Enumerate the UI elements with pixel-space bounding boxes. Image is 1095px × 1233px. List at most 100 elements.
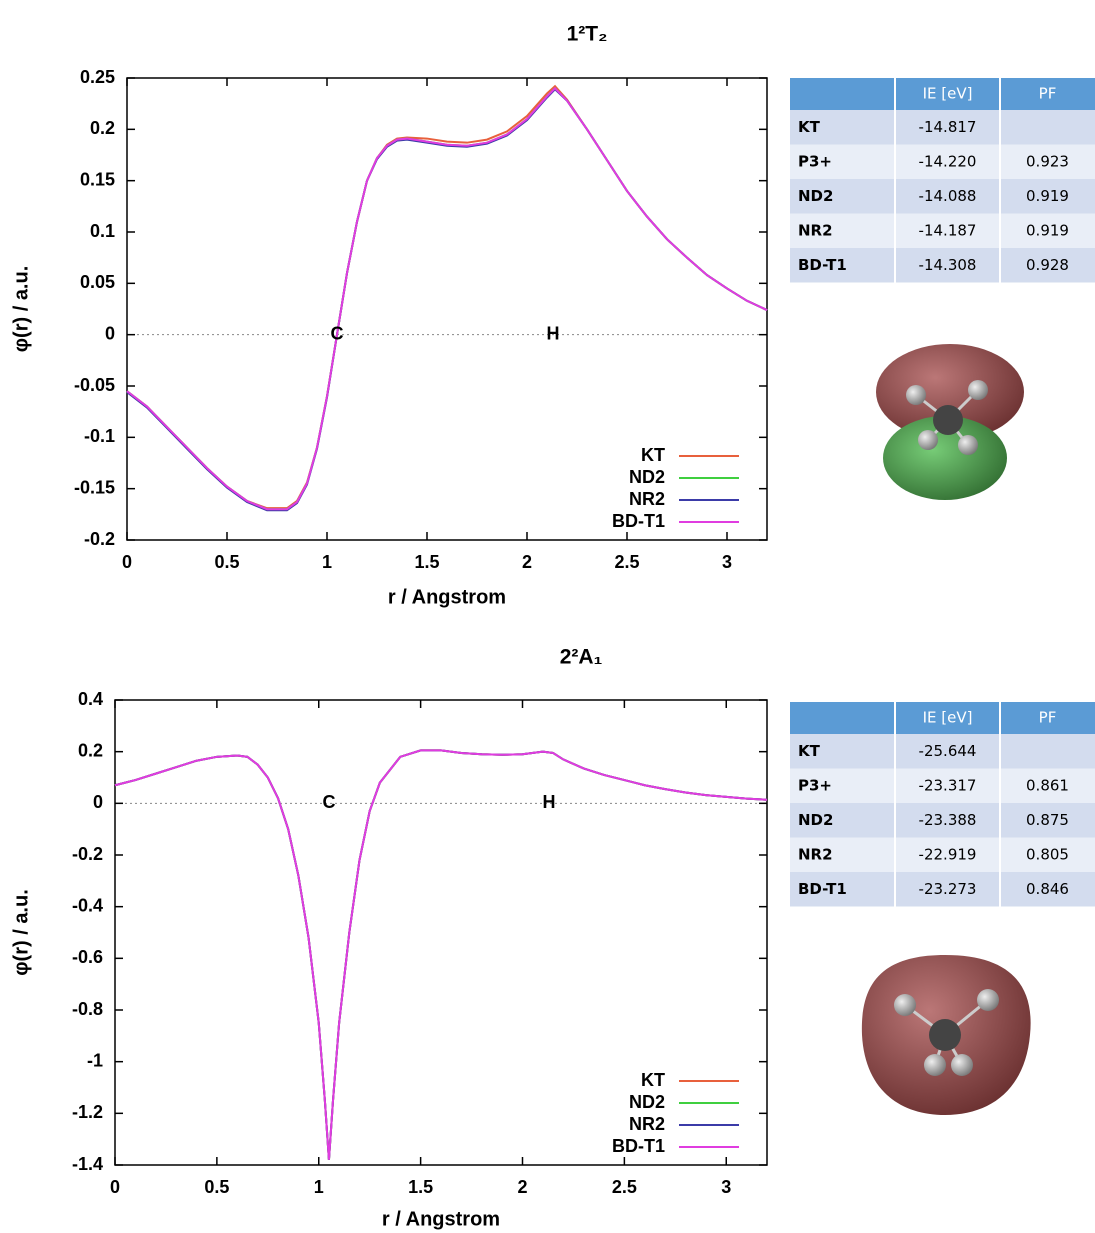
- legend-label: ND2: [629, 467, 665, 487]
- table-cell: -14.088: [919, 187, 977, 205]
- y-tick-label: -0.4: [72, 895, 103, 915]
- table-cell: -14.308: [919, 256, 977, 274]
- row-label: ND2: [798, 187, 833, 205]
- y-tick-label: -1.2: [72, 1102, 103, 1122]
- line-series: [115, 750, 767, 1159]
- x-axis-label: r / Angstrom: [388, 586, 506, 608]
- table-cell: -14.817: [919, 118, 977, 136]
- plot-frame: [127, 78, 767, 540]
- y-tick-label: -0.15: [74, 477, 115, 497]
- chart-title: 1²T₂: [567, 23, 608, 46]
- x-tick-label: 1: [322, 552, 332, 572]
- chart-title: 2²A₁: [560, 646, 603, 669]
- table-cell: 0.805: [1026, 845, 1069, 863]
- column-header: IE [eV]: [923, 85, 973, 103]
- x-tick-label: 0.5: [204, 1177, 229, 1197]
- x-tick-label: 1.5: [408, 1177, 433, 1197]
- table-cell: -25.644: [919, 742, 977, 760]
- row-label: KT: [798, 742, 821, 760]
- table: IE [eV] PF KT -14.817 P3+ -14.220 0.923 ND2 -14.…: [790, 78, 1095, 283]
- table-cell: 0.928: [1026, 256, 1069, 274]
- y-tick-label: 0.25: [80, 67, 115, 87]
- y-tick-label: -1: [87, 1050, 103, 1070]
- table-cell: -23.317: [919, 776, 977, 794]
- orbital-image-2: [862, 955, 1031, 1115]
- table: IE [eV] PF KT -25.644 P3+ -23.317 0.861 ND2 -23.…: [790, 702, 1095, 907]
- legend-label: NR2: [629, 489, 665, 509]
- y-tick-label: 0: [93, 792, 103, 812]
- legend-label: KT: [641, 1070, 665, 1090]
- orbital-image-1: [876, 344, 1024, 500]
- y-tick-label: -0.2: [72, 844, 103, 864]
- line-series: [115, 750, 767, 1159]
- y-tick-label: -0.6: [72, 947, 103, 967]
- row-label: NR2: [798, 845, 833, 863]
- line-series: [127, 86, 767, 508]
- row-label: P3+: [798, 152, 832, 170]
- y-tick-label: 0.2: [78, 740, 103, 760]
- x-tick-label: 1: [314, 1177, 324, 1197]
- legend-label: BD-T1: [612, 511, 665, 531]
- y-tick-label: 0.4: [78, 689, 103, 709]
- y-tick-label: -0.05: [74, 375, 115, 395]
- table-cell: -14.220: [919, 152, 977, 170]
- x-tick-label: 2.5: [612, 1177, 637, 1197]
- annotation: C: [322, 792, 335, 812]
- y-tick-label: -1.4: [72, 1154, 103, 1174]
- y-tick-label: 0.15: [80, 169, 115, 189]
- y-axis-label: φ(r) / a.u.: [10, 889, 32, 976]
- y-axis-label: φ(r) / a.u.: [10, 266, 32, 353]
- table-cell: 0.919: [1026, 221, 1069, 239]
- x-axis-label: r / Angstrom: [382, 1208, 500, 1230]
- table-cell: -23.388: [919, 811, 977, 829]
- row-label: KT: [798, 118, 821, 136]
- column-header: PF: [1039, 709, 1057, 727]
- line-series: [127, 88, 767, 509]
- y-tick-label: 0.05: [80, 272, 115, 292]
- legend-label: ND2: [629, 1092, 665, 1112]
- y-tick-label: -0.2: [84, 529, 115, 549]
- table-cell: 0.923: [1026, 152, 1069, 170]
- figure: 1²T₂ r / Angstrom φ(r) / a.u. -0.2 -0.15 -0.1…: [0, 0, 1095, 1233]
- row-label: BD-T1: [798, 880, 847, 898]
- table-cell: 0.919: [1026, 187, 1069, 205]
- legend-label: BD-T1: [612, 1136, 665, 1156]
- line-series: [127, 88, 767, 509]
- table-cell: 0.846: [1026, 880, 1069, 898]
- x-tick-label: 0: [122, 552, 132, 572]
- x-tick-label: 1.5: [414, 552, 439, 572]
- x-tick-label: 2.5: [614, 552, 639, 572]
- table-cell: 0.861: [1026, 776, 1069, 794]
- y-tick-label: 0.1: [90, 221, 115, 241]
- column-header: PF: [1039, 85, 1057, 103]
- y-tick-label: -0.1: [84, 426, 115, 446]
- table-cell: -14.187: [919, 221, 977, 239]
- table-cell: 0.875: [1026, 811, 1069, 829]
- column-header: IE [eV]: [923, 709, 973, 727]
- annotation: H: [547, 323, 560, 343]
- line-series: [127, 89, 767, 510]
- legend-label: NR2: [629, 1114, 665, 1134]
- line-series: [115, 750, 767, 1159]
- y-tick-label: 0: [105, 323, 115, 343]
- annotation: C: [331, 323, 344, 343]
- x-tick-label: 2: [522, 552, 532, 572]
- x-tick-label: 3: [722, 552, 732, 572]
- chart: 1²T₂ r / Angstrom φ(r) / a.u. -0.2 -0.15 -0.1…: [10, 23, 767, 609]
- x-tick-label: 0: [110, 1177, 120, 1197]
- x-tick-label: 2: [517, 1177, 527, 1197]
- legend-label: KT: [641, 445, 665, 465]
- row-label: NR2: [798, 221, 833, 239]
- row-label: BD-T1: [798, 256, 847, 274]
- table-cell: -23.273: [919, 880, 977, 898]
- table-cell: -22.919: [919, 845, 977, 863]
- row-label: P3+: [798, 776, 832, 794]
- x-tick-label: 0.5: [214, 552, 239, 572]
- row-label: ND2: [798, 811, 833, 829]
- y-tick-label: -0.8: [72, 999, 103, 1019]
- chart: 2²A₁ r / Angstrom φ(r) / a.u. -1.4 -1.2 -1 -0.…: [10, 646, 767, 1231]
- annotation: H: [542, 792, 555, 812]
- x-tick-label: 3: [721, 1177, 731, 1197]
- line-series: [115, 750, 767, 1159]
- plot-frame: [115, 700, 767, 1165]
